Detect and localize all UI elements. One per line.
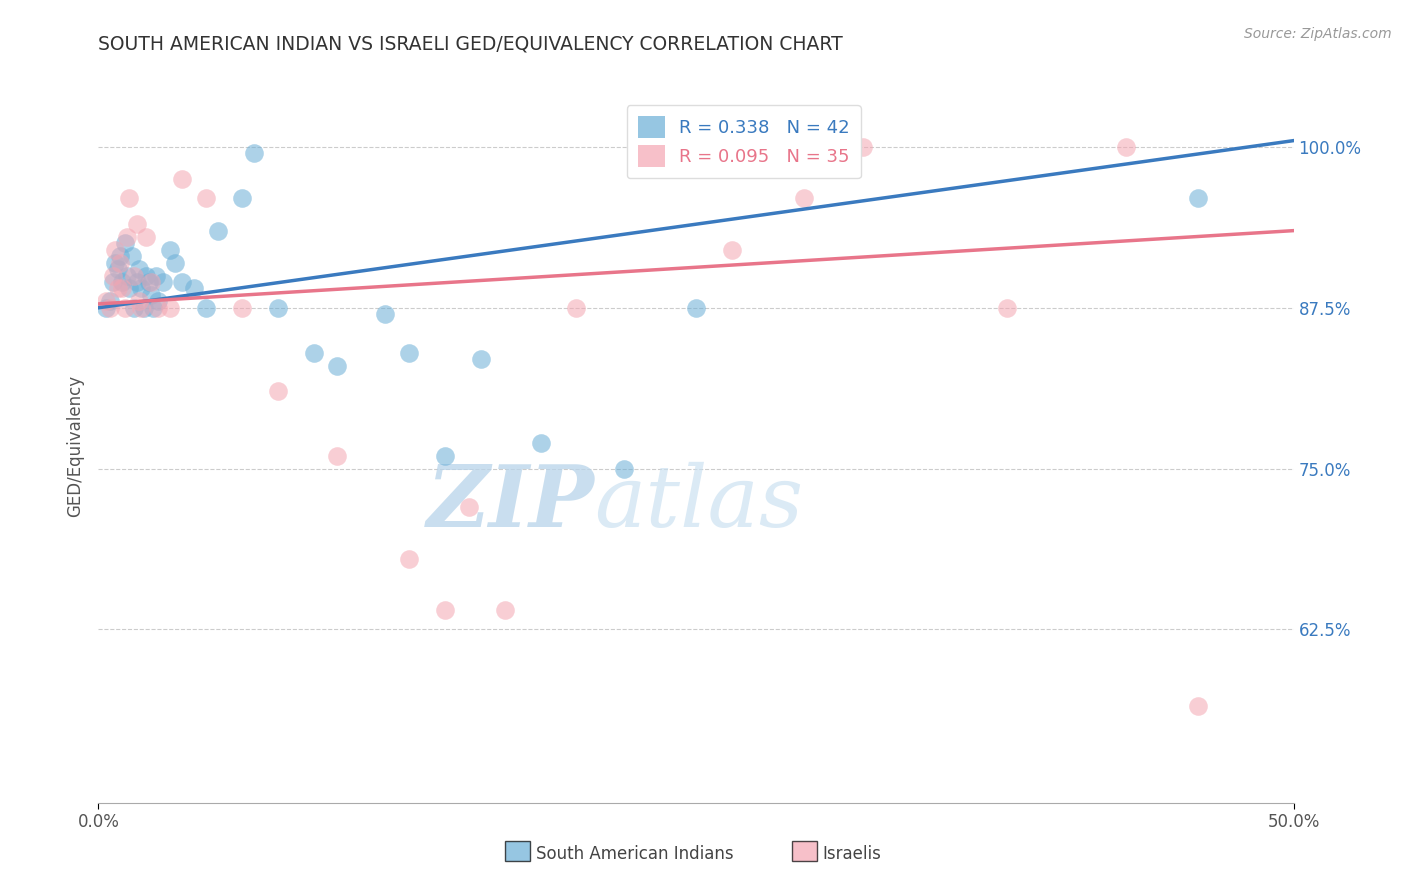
Point: [793, 192, 815, 206]
Point: [107, 281, 129, 295]
Point: [183, 281, 205, 295]
Point: [94, 301, 117, 315]
Point: [139, 288, 162, 302]
Point: [433, 449, 456, 463]
Point: [207, 224, 229, 238]
Point: [172, 172, 194, 186]
Point: [148, 301, 170, 315]
Point: [565, 301, 588, 315]
Point: [1187, 699, 1209, 714]
Point: [98, 301, 122, 315]
Point: [494, 603, 516, 617]
Text: Israelis: Israelis: [823, 845, 882, 863]
Point: [613, 461, 636, 475]
Point: [231, 192, 253, 206]
Point: [721, 243, 744, 257]
Point: [128, 262, 150, 277]
Point: [114, 301, 136, 315]
Point: [1115, 140, 1137, 154]
Point: [138, 275, 160, 289]
Point: [529, 435, 551, 450]
Point: [267, 301, 290, 315]
Point: [125, 217, 148, 231]
Point: [398, 551, 420, 566]
Point: [131, 281, 153, 295]
Point: [118, 281, 141, 295]
Point: [114, 236, 136, 251]
Point: [148, 294, 170, 309]
Point: [267, 384, 290, 399]
Point: [194, 192, 217, 206]
Point: [115, 230, 138, 244]
Point: [111, 275, 134, 289]
Point: [145, 268, 167, 283]
Point: [139, 275, 162, 289]
Point: [685, 301, 707, 315]
Point: [94, 294, 117, 309]
Text: South American Indians: South American Indians: [536, 845, 734, 863]
Point: [108, 249, 131, 263]
Point: [121, 249, 143, 263]
Point: [172, 275, 194, 289]
Point: [374, 307, 396, 321]
Point: [661, 140, 683, 154]
Text: ZIP: ZIP: [426, 461, 595, 545]
Point: [243, 146, 266, 161]
Point: [132, 301, 155, 315]
Point: [995, 301, 1018, 315]
Point: [124, 301, 146, 315]
Point: [118, 192, 141, 206]
Point: [470, 352, 492, 367]
Point: [852, 140, 875, 154]
Point: [152, 275, 174, 289]
Point: [125, 275, 148, 289]
Point: [101, 275, 124, 289]
Point: [131, 301, 153, 315]
Point: [124, 268, 146, 283]
Point: [135, 230, 157, 244]
Point: [135, 268, 157, 283]
Point: [326, 449, 349, 463]
Point: [326, 359, 349, 373]
Point: [111, 281, 134, 295]
Point: [194, 301, 217, 315]
Point: [142, 301, 165, 315]
Text: SOUTH AMERICAN INDIAN VS ISRAELI GED/EQUIVALENCY CORRELATION CHART: SOUTH AMERICAN INDIAN VS ISRAELI GED/EQU…: [98, 35, 844, 54]
Point: [159, 301, 181, 315]
Point: [231, 301, 253, 315]
Point: [115, 268, 138, 283]
Point: [104, 243, 127, 257]
Point: [98, 294, 122, 309]
Point: [104, 256, 127, 270]
Point: [159, 243, 181, 257]
Point: [107, 262, 129, 277]
Point: [163, 256, 186, 270]
Point: [108, 256, 131, 270]
Text: Source: ZipAtlas.com: Source: ZipAtlas.com: [1244, 27, 1392, 41]
Point: [398, 345, 420, 359]
Y-axis label: GED/Equivalency: GED/Equivalency: [66, 375, 84, 517]
Text: atlas: atlas: [595, 462, 803, 544]
Point: [1187, 192, 1209, 206]
Point: [101, 268, 124, 283]
Point: [128, 294, 150, 309]
Point: [433, 603, 456, 617]
Point: [458, 500, 481, 514]
Legend: R = 0.338   N = 42, R = 0.095   N = 35: R = 0.338 N = 42, R = 0.095 N = 35: [627, 105, 860, 178]
Point: [302, 345, 325, 359]
